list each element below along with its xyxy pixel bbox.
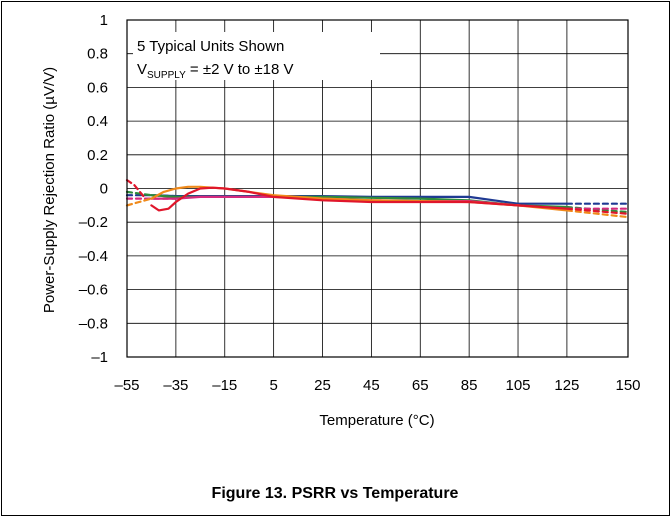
y-tick-label: –0.2 [79, 214, 108, 231]
figure-caption: Figure 13. PSRR vs Temperature [212, 485, 459, 502]
annotation-subscript: SUPPLY [147, 70, 186, 81]
annotation-range: = ±2 V to ±18 V [186, 61, 294, 78]
x-tick-label: 65 [412, 377, 429, 394]
y-tick-label: –0.6 [79, 282, 108, 299]
x-tick-label: 85 [461, 377, 478, 394]
series-5-solid-line [150, 186, 568, 212]
tick-labels: –55 –35 –15 5 25 45 65 85 105 125 150 1 0.8 0.6 0.4 0.2… [79, 12, 641, 394]
x-tick-label: –35 [163, 377, 188, 394]
annotation-v: V [137, 61, 147, 78]
x-tick-label: 45 [363, 377, 380, 394]
x-tick-label: –15 [212, 377, 237, 394]
x-tick-label: 25 [314, 377, 331, 394]
y-tick-label: 0.8 [87, 46, 108, 63]
y-tick-label: 0 [100, 181, 108, 198]
x-tick-label: 5 [269, 377, 277, 394]
series-group [125, 179, 630, 219]
series-4-tail-line [565, 209, 630, 219]
x-tick-label: 125 [554, 377, 579, 394]
y-tick-label: 0.2 [87, 147, 108, 164]
y-tick-label: 1 [100, 12, 108, 29]
y-tick-label: 0.6 [87, 79, 108, 96]
annotation-box [133, 32, 380, 80]
annotation-line1: 5 Typical Units Shown [137, 38, 284, 55]
y-tick-label: –0.4 [79, 248, 108, 265]
x-tick-label: 105 [506, 377, 531, 394]
series-4-lead-line [125, 197, 153, 207]
plot-border [126, 19, 629, 358]
y-axis-label: Power-Supply Rejection Ratio (µV/V) [41, 67, 58, 313]
y-tick-label: –1 [91, 349, 108, 366]
x-tick-label: 150 [615, 377, 640, 394]
x-tick-label: –55 [114, 377, 139, 394]
annotation-line2: VSUPPLY = ±2 V to ±18 V [137, 61, 294, 81]
y-tick-label: 0.4 [87, 113, 108, 130]
series-5-lead-line [125, 179, 146, 198]
y-tick-label: –0.8 [79, 315, 108, 332]
x-axis-label: Temperature (°C) [319, 412, 434, 429]
series-5-tail-line [565, 207, 630, 215]
